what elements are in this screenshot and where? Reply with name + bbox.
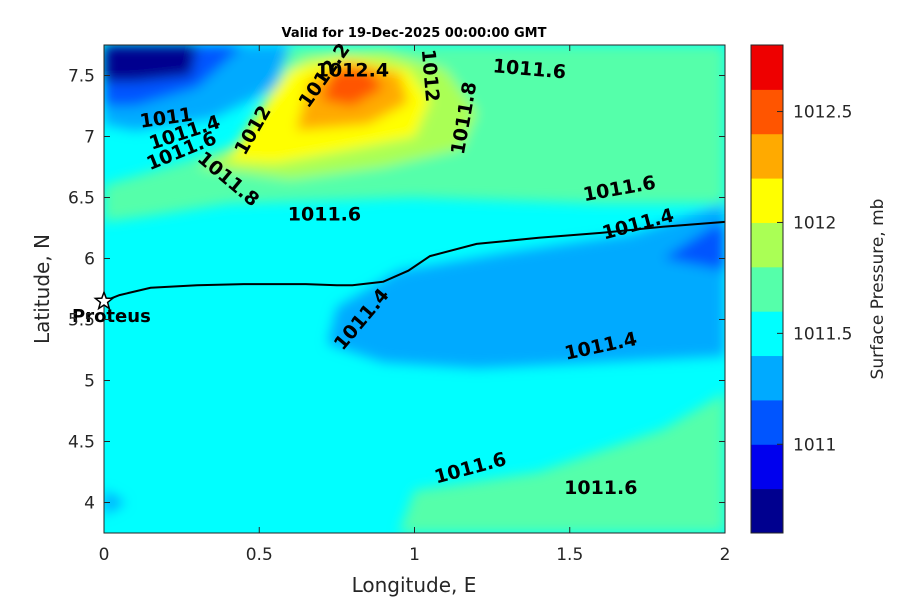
colorbar-tick-label: 1011.5 [793,324,852,344]
chart-title: Valid for 19-Dec-2025 00:00:00 GMT [282,26,547,41]
y-tick-label: 4 [84,494,95,514]
colorbar [751,45,783,534]
colorbar-swatch [751,178,783,223]
colorbar-swatch [751,355,783,401]
pressure-region [327,203,725,369]
contour-label: 1011.6 [564,477,637,499]
pressure-region [399,392,725,533]
colorbar-swatch [751,444,783,490]
y-tick-label: 4.5 [68,433,95,453]
y-axis-label: Latitude, N [30,234,54,344]
contour-label: 1012.4 [316,60,389,82]
y-tick-label: 7.5 [68,67,95,87]
colorbar-ticks: 1011 1011.5 1012 1012.5 [777,103,852,455]
pressure-region [662,221,725,271]
colorbar-label: Surface Pressure, mb [868,199,888,380]
contour-label: 1012 [417,48,444,103]
x-tick-label: 1 [409,545,420,565]
colorbar-tick-label: 1011 [793,435,836,455]
contour-label: 1011.6 [288,204,361,226]
marker-label: Proteus [72,306,151,327]
x-tick-label: 1.5 [556,545,583,565]
colorbar-swatch [751,133,783,179]
y-tick-label: 6 [84,250,95,270]
y-tick-label: 5 [84,372,95,392]
pressure-region [104,490,126,515]
pressure-region [321,69,384,106]
star-icon [93,290,115,311]
colorbar-frame [750,44,784,534]
x-tick-label: 0.5 [246,545,273,565]
x-axis-label: Longitude, E [352,573,477,597]
colorbar-tick-label: 1012.5 [793,103,852,123]
colorbar-swatch [751,266,783,312]
y-tick-label: 7 [84,128,95,148]
colorbar-swatch [751,399,783,445]
pressure-region [104,45,198,82]
y-axis-ticks: 4 4.5 5 5.5 6 6.5 7 7.5 [68,67,725,514]
colorbar-swatch [751,222,783,268]
y-tick-label: 6.5 [68,189,95,209]
proteus-marker: Proteus [72,290,151,327]
colorbar-swatch [751,45,783,90]
pressure-field [104,45,725,533]
y-tick-label: 5.5 [68,311,95,331]
x-tick-label: 2 [720,545,731,565]
colorbar-swatch [751,488,783,534]
x-axis-ticks: 0 0.5 1 1.5 2 [99,45,731,565]
colorbar-tick-label: 1012 [793,213,836,233]
x-tick-label: 0 [99,545,110,565]
plot-area [104,45,725,533]
storm-track [104,220,725,303]
